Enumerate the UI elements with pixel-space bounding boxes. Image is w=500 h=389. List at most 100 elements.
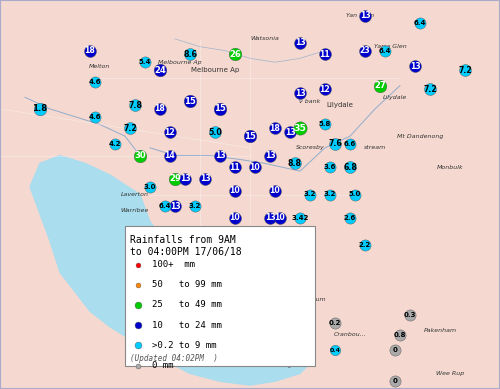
- Point: [91, 114, 99, 120]
- Text: Monbulk: Monbulk: [436, 165, 464, 170]
- Text: 3.2: 3.2: [304, 191, 316, 198]
- Text: 3.2: 3.2: [189, 203, 201, 209]
- Text: 3.4: 3.4: [228, 242, 241, 248]
- Text: 3.6: 3.6: [324, 164, 336, 170]
- Text: 0.4: 0.4: [330, 348, 340, 352]
- Text: Watsonia: Watsonia: [250, 37, 280, 41]
- Text: 14: 14: [164, 151, 175, 160]
- Point: [346, 215, 354, 221]
- Point: [296, 215, 304, 221]
- Text: 8.4: 8.4: [218, 260, 232, 269]
- Text: 5.0: 5.0: [208, 128, 222, 137]
- Point: [411, 63, 419, 69]
- Text: Moorabbin Ap: Moorabbin Ap: [268, 258, 312, 263]
- Text: 0.2: 0.2: [329, 320, 341, 326]
- Point: [426, 86, 434, 93]
- Text: 1.8: 1.8: [32, 104, 48, 114]
- Point: [286, 129, 294, 135]
- Point: [461, 67, 469, 73]
- Point: [271, 125, 279, 131]
- Point: [346, 141, 354, 147]
- Text: Wee Rup: Wee Rup: [436, 371, 464, 376]
- Text: 3.0: 3.0: [144, 184, 156, 190]
- Text: Melton: Melton: [90, 64, 110, 68]
- Point: [376, 82, 384, 89]
- Text: 4.2: 4.2: [259, 242, 271, 248]
- Point: [171, 203, 179, 209]
- Text: 7.6: 7.6: [328, 139, 342, 149]
- Point: [291, 160, 299, 166]
- Text: 13: 13: [200, 174, 210, 184]
- Text: 7.2: 7.2: [458, 65, 472, 75]
- Text: Scoresby: Scoresby: [296, 145, 324, 150]
- Point: [181, 230, 189, 237]
- Text: 3.2: 3.2: [194, 250, 206, 256]
- Text: 100+  mm: 100+ mm: [152, 260, 196, 269]
- Point: [266, 152, 274, 159]
- Point: [134, 363, 141, 369]
- Point: [271, 242, 279, 248]
- Point: [361, 242, 369, 248]
- Point: [391, 347, 399, 353]
- Point: [86, 47, 94, 54]
- Text: 2.6: 2.6: [344, 215, 356, 221]
- Point: [326, 191, 334, 198]
- Point: [36, 106, 44, 112]
- Point: [256, 242, 264, 248]
- Point: [271, 187, 279, 194]
- Point: [406, 312, 414, 318]
- Text: 3.8: 3.8: [269, 242, 281, 248]
- Point: [381, 47, 389, 54]
- Text: 5.8: 5.8: [319, 121, 331, 128]
- Text: 15: 15: [244, 131, 256, 141]
- Point: [306, 191, 314, 198]
- Point: [191, 203, 199, 209]
- Point: [281, 300, 289, 307]
- Point: [296, 40, 304, 46]
- Text: 6.8: 6.8: [343, 163, 357, 172]
- Point: [186, 51, 194, 58]
- Text: 10: 10: [270, 186, 280, 195]
- Text: 18: 18: [270, 124, 280, 133]
- Point: [276, 215, 284, 221]
- Point: [246, 133, 254, 139]
- Text: v bank: v bank: [300, 99, 320, 103]
- Point: [396, 331, 404, 338]
- Point: [261, 242, 269, 248]
- Point: [361, 47, 369, 54]
- Point: [346, 164, 354, 170]
- Text: 11: 11: [230, 163, 240, 172]
- Text: Carrum: Carrum: [303, 297, 327, 302]
- Text: 7.2: 7.2: [253, 240, 267, 250]
- Text: 25   to 49 mm: 25 to 49 mm: [152, 300, 222, 310]
- Text: 10: 10: [274, 213, 285, 223]
- Text: 10: 10: [250, 163, 260, 172]
- Point: [236, 281, 244, 287]
- Text: Cranbou...: Cranbou...: [334, 332, 366, 337]
- Point: [126, 125, 134, 131]
- Text: 3.6: 3.6: [279, 300, 291, 307]
- Text: Yan Yean: Yan Yean: [346, 13, 374, 18]
- Text: 7.2: 7.2: [423, 85, 437, 94]
- Point: [156, 67, 164, 73]
- Text: 13: 13: [264, 151, 276, 160]
- Text: 5.4: 5.4: [139, 59, 151, 65]
- Point: [134, 322, 141, 328]
- Text: 26: 26: [229, 50, 241, 59]
- Point: [211, 129, 219, 135]
- Text: 14.2: 14.2: [234, 279, 256, 289]
- Point: [231, 164, 239, 170]
- Point: [291, 281, 299, 287]
- Text: 13: 13: [264, 213, 276, 223]
- Point: [231, 242, 239, 248]
- Point: [331, 320, 339, 326]
- Text: Mt Dandenong: Mt Dandenong: [397, 134, 443, 138]
- Text: Melbourne Ap: Melbourne Ap: [158, 60, 202, 65]
- Point: [166, 152, 174, 159]
- Text: 30: 30: [134, 151, 146, 160]
- Text: Oaklands: Oaklands: [260, 231, 290, 236]
- Point: [91, 79, 99, 85]
- Point: [331, 141, 339, 147]
- Text: 13: 13: [284, 128, 296, 137]
- Text: 7.8: 7.8: [128, 100, 142, 110]
